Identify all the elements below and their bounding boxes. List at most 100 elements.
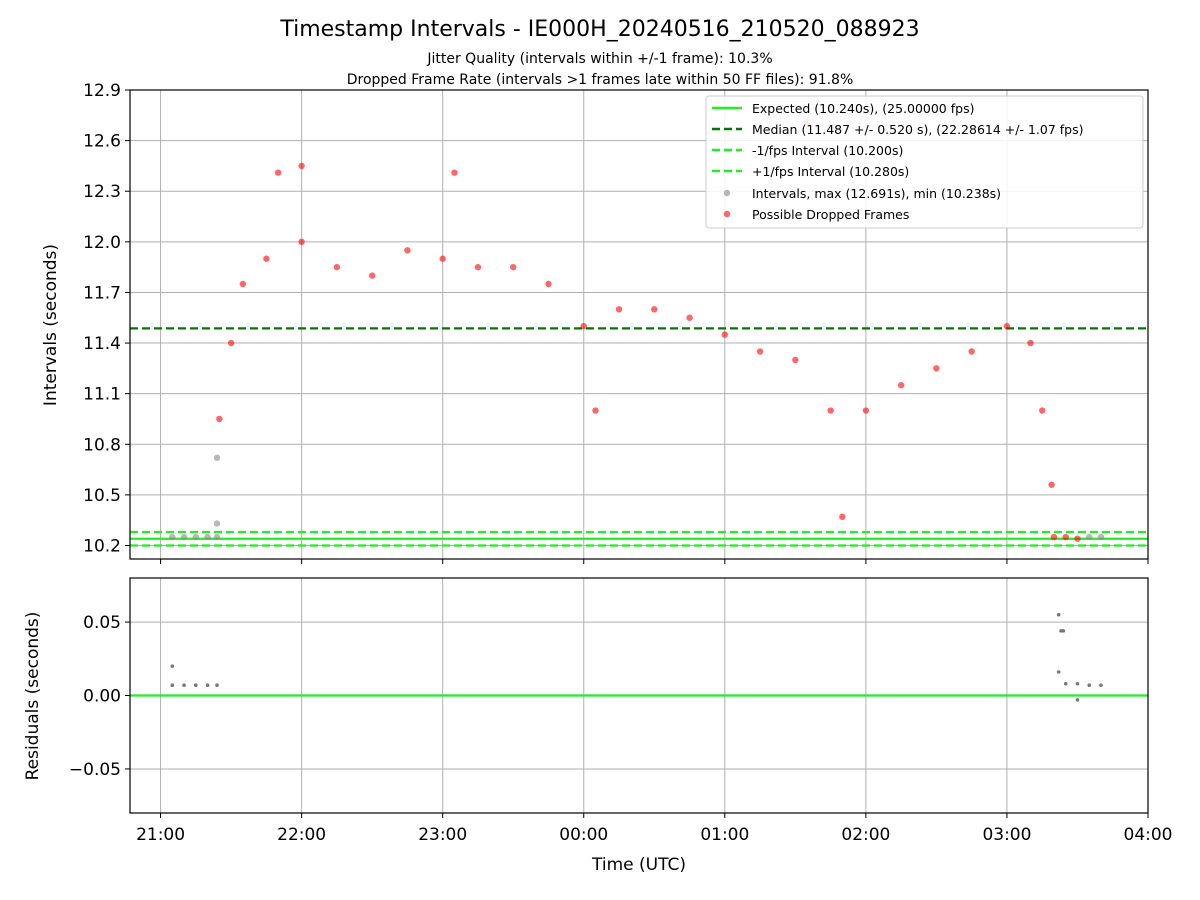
dropped-frame-point: [1039, 407, 1046, 414]
y-tick-label: 0.05: [83, 613, 121, 633]
chart-subtitle-jitter: Jitter Quality (intervals within +/-1 fr…: [426, 51, 772, 67]
residual-point: [170, 664, 175, 668]
dropped-frame-point: [580, 322, 587, 330]
residual-point: [1087, 683, 1092, 688]
top-x-ticks: [160, 559, 1149, 564]
dropped-frame-point: [298, 162, 305, 170]
dropped-frame-point: [274, 169, 282, 176]
dropped-frame-point: [792, 356, 799, 364]
legend-label-dropped: Possible Dropped Frames: [752, 207, 909, 222]
x-tick-label: 02:00: [841, 825, 890, 845]
legend-swatch-dropped: [723, 210, 731, 218]
dropped-frame-point: [474, 263, 482, 271]
interval-point: [169, 533, 176, 541]
dropped-frame-point: [839, 513, 846, 521]
legend-label-plus-interval: +1/fps Interval (10.280s): [752, 164, 909, 179]
dropped-frame-point: [216, 415, 223, 423]
residual-point: [1099, 683, 1103, 688]
bottom-y-ticks: 0.05 0.00 −0.05: [69, 613, 130, 780]
interval-point: [1086, 533, 1093, 541]
dropped-frame-point: [1003, 322, 1011, 330]
y-tick-label: 12.0: [83, 233, 121, 253]
legend-label-median: Median (11.487 +/- 0.520 s), (22.28614 +…: [752, 122, 1083, 137]
residual-point: [1056, 612, 1061, 617]
chart-title: Timestamp Intervals - IE000H_20240516_21…: [279, 17, 919, 42]
residual-point: [170, 683, 175, 688]
dropped-frame-point: [1027, 339, 1034, 347]
interval-point: [1097, 533, 1105, 541]
dropped-frame-point: [1062, 533, 1069, 541]
interval-point: [213, 454, 221, 461]
dropped-frame-point: [1050, 533, 1058, 541]
y-tick-label: 10.5: [83, 486, 121, 506]
residual-point: [1063, 681, 1068, 686]
dropped-frame-point: [862, 407, 870, 414]
x-axis-label: Time (UTC): [591, 855, 686, 875]
legend-label-intervals: Intervals, max (12.691s), min (10.238s): [752, 186, 1001, 201]
y-tick-label: 11.7: [83, 283, 121, 303]
y-tick-label: 10.8: [83, 435, 121, 455]
bottom-x-ticks: 21:00 22:00 23:00 00:00 01:00 02:00 03:00 04:00: [136, 813, 1173, 845]
dropped-frame-point: [510, 263, 517, 271]
dropped-frame-point: [545, 280, 552, 288]
residual-point: [215, 683, 219, 688]
residual-point: [194, 683, 198, 688]
x-tick-label: 01:00: [700, 825, 749, 845]
x-tick-label: 00:00: [559, 825, 608, 845]
x-tick-label: 03:00: [982, 825, 1031, 845]
x-tick-label: 21:00: [136, 825, 185, 845]
dropped-frame-point: [968, 348, 975, 355]
y-tick-label: 12.3: [83, 182, 121, 202]
residual-point: [1075, 681, 1080, 686]
interval-point: [180, 533, 188, 541]
top-plot-frame: [129, 89, 1149, 560]
legend-label-minus-interval: -1/fps Interval (10.200s): [752, 143, 903, 158]
legend-label-expected: Expected (10.240s), (25.00000 fps): [752, 101, 974, 116]
legend-swatch-intervals: [723, 189, 731, 197]
residual-point: [1061, 629, 1066, 633]
residual-point: [205, 683, 210, 688]
dropped-frame-point: [651, 306, 658, 313]
dropped-frame-point: [897, 382, 905, 389]
dropped-frame-point: [721, 331, 729, 338]
y-tick-label: 10.2: [83, 537, 121, 557]
dropped-frame-point: [686, 314, 693, 321]
dropped-frame-point: [298, 238, 305, 246]
top-y-ticks: 10.2 10.5 10.8 11.1 11.4 11.7 12.0 12.3 12.6 12.9: [83, 81, 130, 557]
y-tick-label: −0.05: [69, 760, 121, 780]
dropped-frame-point: [1048, 481, 1055, 488]
residual-point: [1056, 670, 1061, 674]
residual-point: [182, 683, 186, 688]
interval-point: [213, 533, 221, 541]
y-tick-label: 11.4: [83, 334, 121, 354]
dropped-frame-point: [615, 306, 623, 313]
dropped-frame-point: [368, 272, 376, 279]
legend-box: [705, 95, 1144, 229]
dropped-frame-point: [933, 365, 940, 372]
interval-point: [192, 533, 200, 541]
bottom-y-axis-label: Residuals (seconds): [23, 612, 43, 781]
x-tick-label: 23:00: [418, 825, 467, 845]
dropped-frame-point: [827, 407, 834, 414]
dropped-frame-point: [227, 339, 235, 347]
top-reference-lines: [130, 327, 1148, 547]
y-tick-label: 12.6: [83, 132, 121, 152]
top-scatter-points: [169, 118, 1105, 542]
dropped-frame-point: [439, 255, 446, 262]
y-tick-label: 11.1: [83, 385, 121, 405]
interval-point: [213, 520, 221, 527]
dropped-frame-point: [756, 348, 764, 355]
residual-point: [1075, 698, 1080, 702]
bottom-scatter-points: [170, 612, 1103, 702]
dropped-frame-point: [404, 247, 411, 254]
dropped-frame-point: [451, 169, 458, 176]
y-tick-label: 12.9: [83, 81, 121, 101]
interval-point: [204, 533, 211, 541]
x-tick-label: 04:00: [1124, 825, 1173, 845]
chart-subtitle-dropped: Dropped Frame Rate (intervals >1 frames …: [347, 72, 854, 88]
legend: Expected (10.240s), (25.00000 fps) Media…: [705, 95, 1144, 229]
top-y-axis-label: Intervals (seconds): [41, 244, 61, 406]
dropped-frame-point: [263, 255, 270, 262]
dropped-frame-point: [239, 280, 247, 288]
